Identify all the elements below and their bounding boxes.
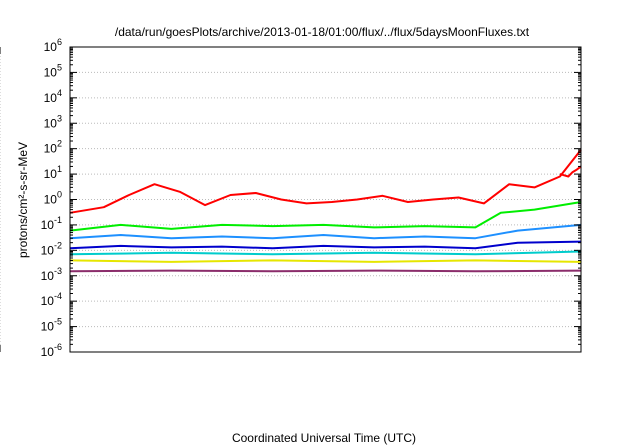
y-tick-labels: 10-6 10-5 10-4 10-3 10-2 10-1 100 101 102 103 104 1… (41, 37, 62, 359)
series-line (69, 269, 582, 273)
series-line (559, 165, 582, 178)
y-tick-label: 10-4 (41, 291, 62, 308)
y-tick-label: 106 (44, 37, 62, 54)
series-line (69, 240, 582, 250)
y-tick-label: 100 (44, 190, 62, 207)
y-tick-label: 101 (44, 164, 62, 181)
y-tick-label: 10-1 (41, 215, 62, 232)
y-tick-label: 10-6 (41, 342, 62, 359)
y-tick-label: 103 (44, 113, 62, 130)
y-tick-label: 104 (44, 88, 62, 105)
series-layer (69, 149, 582, 273)
series-line (69, 149, 582, 214)
y-tick-label: 105 (44, 62, 62, 79)
y-axis-label: protons/cm²-s-sr-MeV (16, 142, 30, 258)
y-tick-label: 10-5 (41, 317, 62, 334)
grid (0, 47, 581, 352)
series-line (69, 259, 582, 263)
y-tick-label: 10-3 (41, 266, 62, 283)
chart-title: /data/run/goesPlots/archive/2013-01-18/0… (115, 25, 530, 39)
y-tick-label: 102 (44, 139, 62, 156)
series-line (69, 223, 582, 240)
y-tick-label: 10-2 (41, 240, 62, 257)
series-line (69, 250, 582, 256)
x-axis-label: Coordinated Universal Time (UTC) (232, 431, 416, 445)
ticks (0, 46, 581, 353)
series-line (69, 201, 582, 232)
